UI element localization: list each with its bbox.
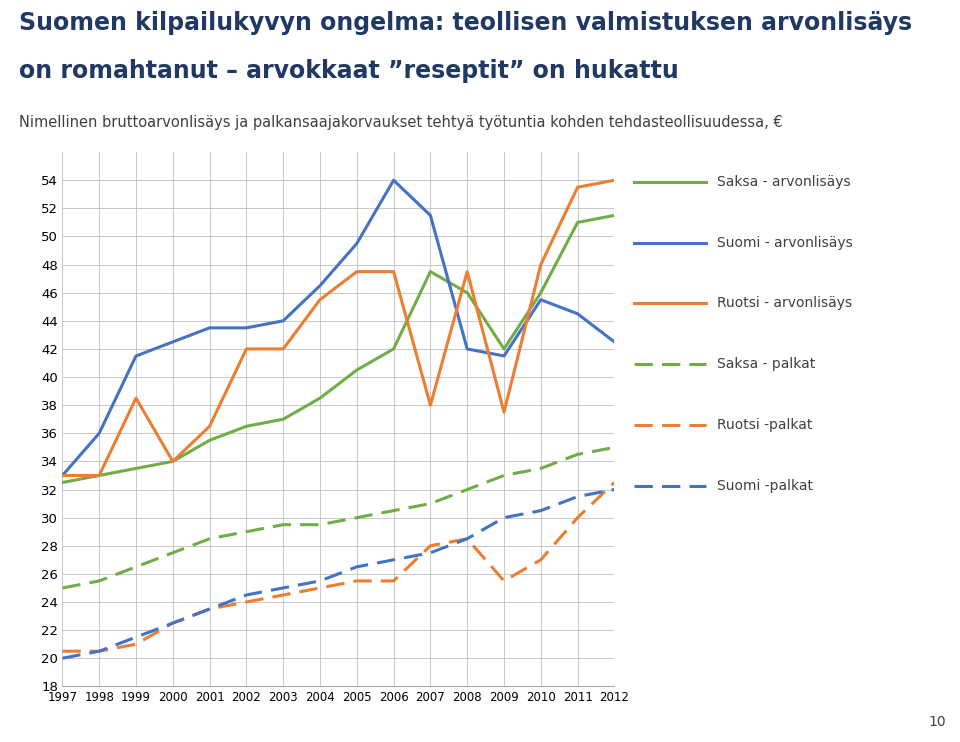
Text: Ruotsi -palkat: Ruotsi -palkat — [717, 418, 812, 432]
Text: Ruotsi - arvonlisäys: Ruotsi - arvonlisäys — [717, 297, 852, 310]
Text: Saksa - palkat: Saksa - palkat — [717, 358, 815, 371]
Text: Saksa - arvonlisäys: Saksa - arvonlisäys — [717, 175, 851, 188]
Text: Nimellinen bruttoarvonlisäys ja palkansaajakorvaukset tehtyä työtuntia kohden te: Nimellinen bruttoarvonlisäys ja palkansa… — [19, 115, 782, 130]
Text: Suomi -palkat: Suomi -palkat — [717, 479, 813, 493]
Text: Suomen kilpailukyvyn ongelma: teollisen valmistuksen arvonlisäys: Suomen kilpailukyvyn ongelma: teollisen … — [19, 11, 912, 35]
Text: on romahtanut – arvokkaat ”reseptit” on hukattu: on romahtanut – arvokkaat ”reseptit” on … — [19, 59, 679, 83]
Text: Suomi - arvonlisäys: Suomi - arvonlisäys — [717, 236, 852, 249]
Text: 10: 10 — [928, 715, 946, 729]
